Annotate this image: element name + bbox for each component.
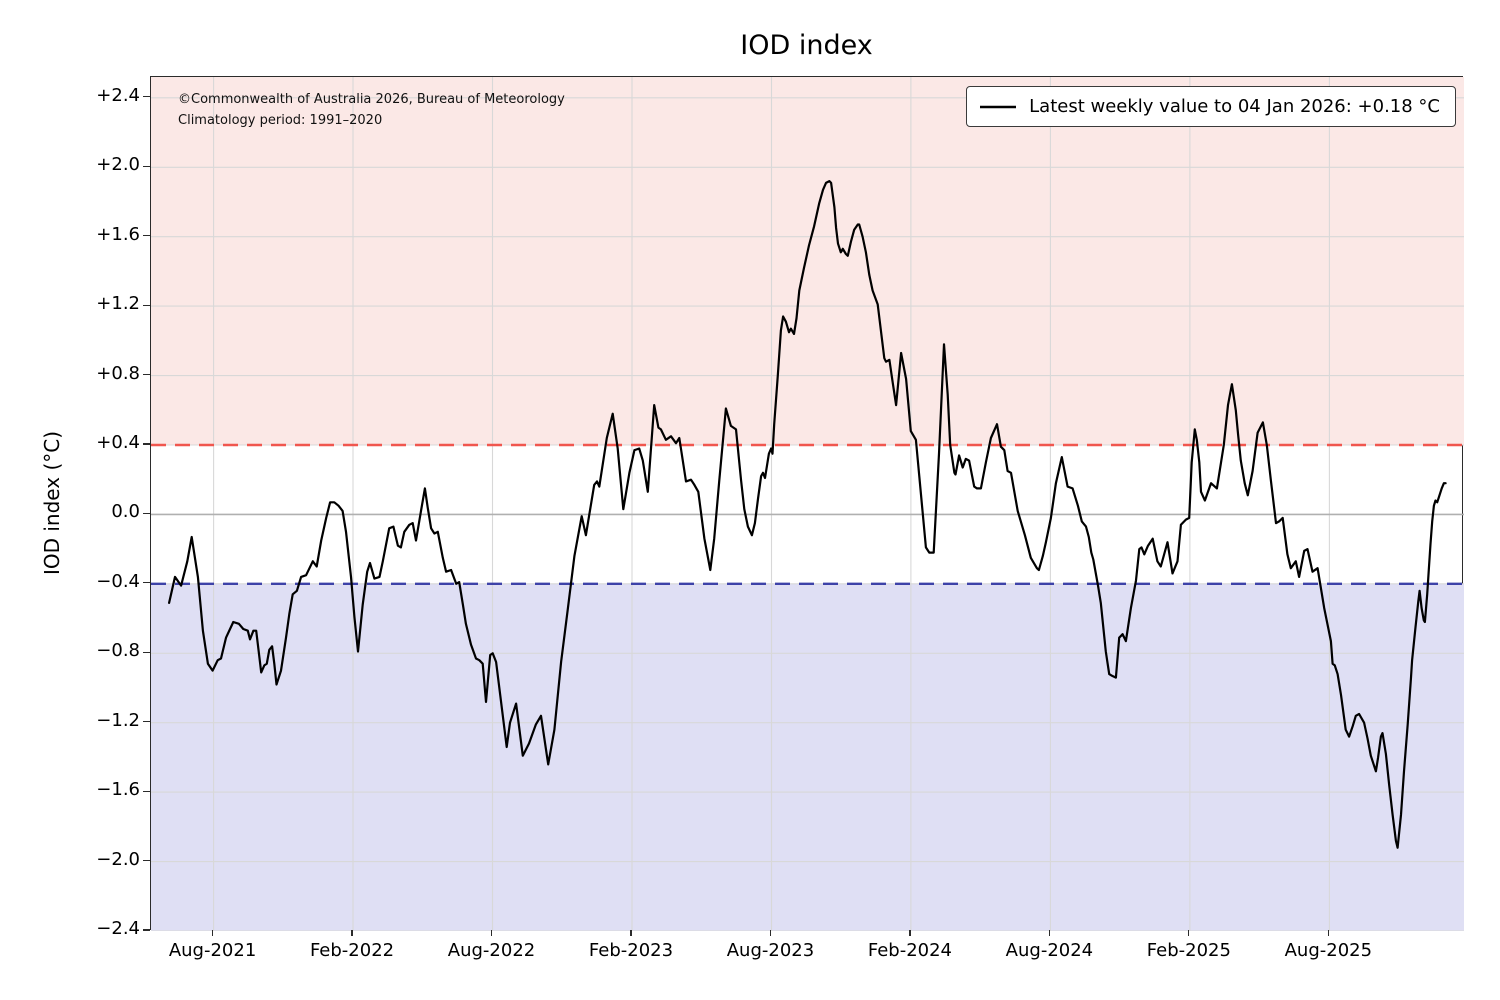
- y-tick-mark: [143, 929, 150, 931]
- x-tick-label: Aug-2023: [726, 940, 815, 961]
- y-tick-mark: [143, 443, 150, 445]
- x-tick-mark: [1188, 930, 1190, 936]
- x-tick-label: Aug-2025: [1284, 940, 1373, 961]
- y-tick-mark: [143, 96, 150, 98]
- x-tick-mark: [630, 930, 632, 936]
- y-tick-mark: [143, 235, 150, 237]
- y-tick-label: 0.0: [111, 501, 140, 523]
- x-tick-label: Feb-2025: [1146, 940, 1231, 961]
- y-tick-mark: [143, 859, 150, 862]
- copyright-note: ©Commonwealth of Australia 2026, Bureau …: [178, 92, 565, 107]
- y-tick-mark: [143, 790, 150, 792]
- plot-area: ©Commonwealth of Australia 2026, Bureau …: [150, 76, 1464, 931]
- y-tick-label: −2.4: [96, 918, 140, 939]
- y-tick-mark: [143, 651, 150, 653]
- x-tick-mark: [909, 930, 911, 936]
- x-tick-label: Feb-2022: [309, 940, 395, 961]
- y-tick-label: −2.0: [96, 848, 140, 870]
- y-tick-label: −0.8: [96, 640, 140, 662]
- chart-canvas: [151, 77, 1464, 931]
- x-tick-mark: [211, 930, 214, 936]
- climatology-note: Climatology period: 1991–2020: [178, 113, 383, 128]
- y-tick-label: +0.4: [96, 431, 140, 453]
- x-tick-mark: [351, 930, 353, 936]
- y-tick-mark: [143, 512, 150, 514]
- y-tick-mark: [143, 582, 150, 584]
- y-tick-mark: [143, 304, 150, 306]
- x-tick-mark: [1048, 930, 1050, 936]
- y-tick-label: −1.2: [96, 709, 140, 731]
- legend-line-swatch: [980, 105, 1017, 108]
- x-tick-label: Aug-2021: [168, 940, 257, 961]
- y-tick-label: −0.4: [96, 570, 140, 592]
- positive-iod-band: [151, 77, 1464, 445]
- chart-title: IOD index: [740, 30, 873, 61]
- legend: Latest weekly value to 04 Jan 2026: +0.1…: [966, 86, 1456, 127]
- y-tick-label: +2.4: [96, 84, 140, 106]
- x-tick-mark: [769, 930, 772, 936]
- y-axis-title: IOD index (°C): [40, 430, 64, 576]
- y-tick-mark: [143, 165, 150, 167]
- y-tick-label: +0.8: [96, 362, 140, 384]
- y-tick-label: −1.6: [96, 779, 140, 801]
- x-tick-label: Aug-2024: [1005, 940, 1094, 961]
- y-tick-mark: [143, 373, 150, 376]
- y-tick-label: +1.2: [96, 293, 140, 315]
- negative-iod-band: [151, 583, 1464, 931]
- x-tick-label: Aug-2022: [447, 940, 536, 961]
- annotation-block: ©Commonwealth of Australia 2026, Bureau …: [178, 89, 565, 131]
- x-tick-label: Feb-2023: [588, 940, 674, 961]
- legend-label: Latest weekly value to 04 Jan 2026: +0.1…: [1029, 96, 1440, 117]
- y-tick-label: +2.0: [96, 154, 140, 176]
- x-tick-label: Feb-2024: [867, 940, 953, 961]
- iod-index-line: [168, 179, 1447, 849]
- x-tick-mark: [490, 930, 493, 936]
- x-tick-mark: [1327, 930, 1329, 936]
- y-tick-mark: [143, 721, 150, 723]
- y-tick-label: +1.6: [96, 223, 140, 245]
